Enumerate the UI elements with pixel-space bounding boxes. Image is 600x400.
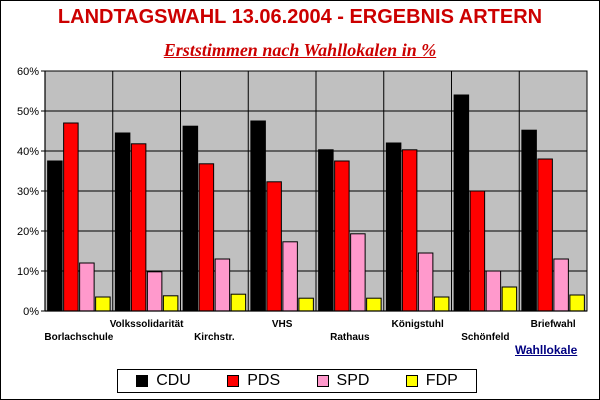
bar-fdp-kirchstr bbox=[230, 293, 247, 312]
legend-item-spd: SPD bbox=[316, 372, 370, 390]
legend-label-spd: SPD bbox=[336, 372, 370, 389]
legend-label-pds: PDS bbox=[247, 372, 281, 389]
x-tick-label-schonfeld: Schönfeld bbox=[461, 332, 509, 343]
legend-label-cdu: CDU bbox=[156, 372, 191, 389]
y-tick-label: 0% bbox=[23, 306, 39, 318]
bar-spd-konigstuhl bbox=[417, 252, 434, 312]
legend-item-cdu: CDU bbox=[136, 372, 191, 390]
bar-pds-borlachschule bbox=[63, 122, 79, 312]
x-tick-label-briefwahl: Briefwahl bbox=[531, 319, 576, 330]
bar-spd-vhs bbox=[282, 241, 298, 312]
bar-fdp-schonfeld bbox=[501, 286, 518, 312]
bar-cdu-kirchstr bbox=[182, 125, 199, 312]
y-tick-label: 30% bbox=[17, 186, 39, 198]
bar-cdu-schonfeld bbox=[453, 94, 470, 312]
y-tick-label: 40% bbox=[17, 146, 39, 158]
x-tick-label-konigstuhl: Königstuhl bbox=[392, 319, 444, 330]
y-tick-label: 10% bbox=[17, 266, 39, 278]
x-tick-label-borlachschule: Borlachschule bbox=[44, 332, 113, 343]
bar-fdp-rathaus bbox=[366, 297, 382, 312]
y-tick-label: 50% bbox=[17, 106, 39, 118]
legend-item-pds: PDS bbox=[227, 372, 280, 390]
bar-fdp-borlachschule bbox=[95, 296, 111, 312]
x-axis-label: Wahllokale bbox=[515, 343, 578, 357]
bar-cdu-borlachschule bbox=[47, 160, 63, 312]
y-tick-label: 60% bbox=[17, 66, 39, 78]
bar-spd-rathaus bbox=[350, 233, 366, 312]
bar-pds-briefwahl bbox=[537, 158, 553, 312]
x-tick-label-rathaus: Rathaus bbox=[330, 332, 370, 343]
bar-pds-volkssolidaritat bbox=[130, 143, 147, 312]
bar-pds-konigstuhl bbox=[401, 149, 418, 312]
bar-cdu-volkssolidaritat bbox=[114, 132, 131, 312]
y-tick-label: 20% bbox=[17, 226, 39, 238]
bar-spd-borlachschule bbox=[79, 262, 95, 312]
bar-spd-schonfeld bbox=[485, 270, 502, 312]
bar-fdp-vhs bbox=[298, 297, 314, 312]
bar-cdu-vhs bbox=[250, 120, 266, 312]
legend-label-fdp: FDP bbox=[425, 372, 458, 389]
chart-title: LANDTAGSWAHL 13.06.2004 - ERGEBNIS ARTER… bbox=[57, 6, 543, 28]
legend: CDU PDS SPD FDP bbox=[117, 369, 477, 393]
bar-fdp-volkssolidaritat bbox=[162, 295, 179, 312]
chart-subtitle: Erststimmen nach Wahllokalen in % bbox=[163, 40, 437, 60]
bar-fdp-briefwahl bbox=[569, 294, 585, 312]
x-tick-label-volkssolidaritat: Volkssolidarität bbox=[110, 319, 184, 330]
bar-cdu-konigstuhl bbox=[385, 142, 402, 312]
bar-cdu-briefwahl bbox=[521, 129, 537, 312]
legend-swatch-spd bbox=[316, 375, 329, 387]
bar-pds-rathaus bbox=[334, 160, 350, 312]
legend-item-fdp: FDP bbox=[405, 372, 458, 390]
bar-spd-briefwahl bbox=[553, 258, 569, 312]
bar-pds-schonfeld bbox=[469, 190, 486, 312]
bar-spd-volkssolidaritat bbox=[146, 271, 163, 312]
legend-swatch-pds bbox=[227, 375, 240, 387]
bar-fdp-konigstuhl bbox=[433, 296, 450, 312]
bar-cdu-rathaus bbox=[318, 149, 334, 312]
bar-pds-kirchstr bbox=[198, 163, 215, 312]
x-tick-label-vhs: VHS bbox=[272, 319, 293, 330]
legend-swatch-cdu bbox=[136, 375, 149, 387]
bar-spd-kirchstr bbox=[214, 258, 231, 312]
legend-swatch-fdp bbox=[405, 375, 418, 387]
bar-pds-vhs bbox=[266, 181, 282, 312]
x-tick-label-kirchstr: Kirchstr. bbox=[194, 332, 235, 343]
